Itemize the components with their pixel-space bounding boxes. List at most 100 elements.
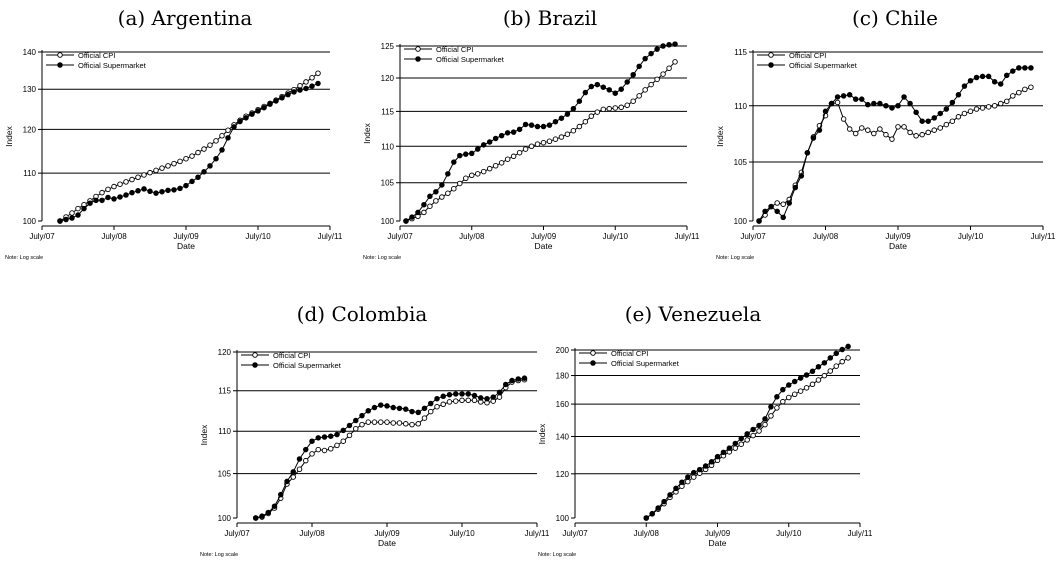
data-point	[457, 152, 463, 159]
data-point	[834, 94, 841, 100]
data-point	[451, 185, 457, 192]
data-point	[630, 72, 636, 78]
x-tick-label: July/08	[101, 232, 127, 241]
data-point	[105, 186, 111, 193]
data-point	[484, 395, 490, 402]
data-point	[201, 146, 207, 152]
y-tick-label: 120	[23, 125, 37, 134]
data-point	[522, 146, 529, 152]
y-tick-label: 125	[381, 42, 395, 51]
panel-title-venezuela: (e) Venezuela	[624, 302, 762, 326]
data-point	[690, 469, 697, 476]
x-tick-label: July/09	[173, 232, 199, 241]
data-point	[696, 466, 703, 473]
data-point	[352, 417, 359, 424]
data-point	[768, 404, 774, 410]
legend-marker	[590, 350, 596, 356]
data-point	[453, 398, 459, 404]
data-point	[630, 98, 636, 104]
data-point	[195, 149, 201, 156]
data-point	[463, 175, 469, 182]
data-point	[732, 445, 739, 451]
data-point	[327, 433, 334, 439]
data-point	[949, 99, 956, 106]
data-point	[231, 124, 237, 130]
data-point	[427, 203, 433, 209]
data-point	[243, 115, 249, 121]
data-point	[273, 98, 279, 104]
chart-chile: 100 105 110 115 July/07 July/08 July/09 July/10…	[715, 48, 1056, 261]
data-point	[840, 116, 847, 122]
data-point	[1004, 98, 1010, 105]
data-point	[509, 377, 515, 384]
x-tick-label: July/08	[459, 232, 485, 241]
legend-marker	[57, 52, 63, 58]
data-point	[296, 456, 303, 462]
data-point	[636, 63, 642, 70]
x-axis-label: Date	[535, 241, 553, 251]
x-tick-label: July/09	[374, 529, 400, 538]
data-point	[780, 386, 786, 393]
data-point	[1022, 65, 1028, 71]
data-point	[315, 435, 321, 441]
y-tick-label: 105	[381, 179, 395, 188]
data-point	[498, 132, 505, 139]
data-point	[925, 118, 931, 124]
data-point	[302, 446, 309, 453]
y-tick-label: 180	[556, 372, 570, 381]
data-point	[780, 398, 786, 405]
data-point	[845, 355, 851, 361]
data-point	[303, 79, 309, 85]
data-point	[612, 105, 619, 111]
y-tick-label: 140	[23, 48, 37, 57]
data-point	[471, 397, 478, 404]
data-point	[961, 83, 968, 89]
data-point	[624, 102, 630, 109]
data-point	[865, 127, 871, 133]
data-point	[774, 208, 780, 215]
x-tick-label: July/09	[531, 232, 557, 241]
data-point	[446, 399, 453, 405]
data-point	[791, 378, 798, 385]
data-point	[822, 108, 829, 115]
data-point	[117, 194, 123, 200]
data-point	[774, 200, 780, 206]
y-tick-label: 120	[381, 74, 395, 83]
x-axis-label: Date	[889, 241, 907, 251]
y-tick-label: 200	[556, 346, 570, 355]
data-point	[738, 441, 744, 447]
data-point	[852, 130, 859, 137]
data-point	[1028, 84, 1034, 90]
data-point	[498, 160, 505, 166]
data-point	[846, 92, 853, 98]
x-tick-label: July/11	[675, 232, 700, 241]
data-point	[907, 100, 913, 107]
data-point	[649, 510, 655, 517]
data-point	[463, 151, 469, 157]
x-tick-label: July/07	[562, 529, 588, 538]
data-point	[708, 459, 715, 465]
data-point	[474, 146, 481, 152]
data-point	[225, 135, 231, 141]
data-point	[252, 515, 259, 521]
data-point	[907, 129, 913, 136]
data-point	[570, 127, 577, 134]
data-point	[558, 134, 565, 140]
data-point	[534, 123, 541, 130]
data-point	[702, 463, 709, 469]
data-point	[451, 159, 457, 165]
data-point	[943, 106, 950, 112]
data-point	[459, 391, 465, 397]
y-tick-label: 100	[23, 217, 37, 226]
data-point	[732, 440, 739, 447]
data-point	[147, 188, 153, 195]
data-point	[255, 108, 261, 114]
data-point	[427, 400, 434, 407]
legend-label: Official Supermarket	[611, 359, 680, 368]
data-point	[913, 133, 919, 139]
data-point	[925, 129, 931, 136]
x-tick-label: July/10	[958, 232, 984, 241]
data-point	[750, 426, 756, 433]
series-line-official-supermarket	[405, 43, 676, 222]
data-point	[371, 419, 378, 425]
